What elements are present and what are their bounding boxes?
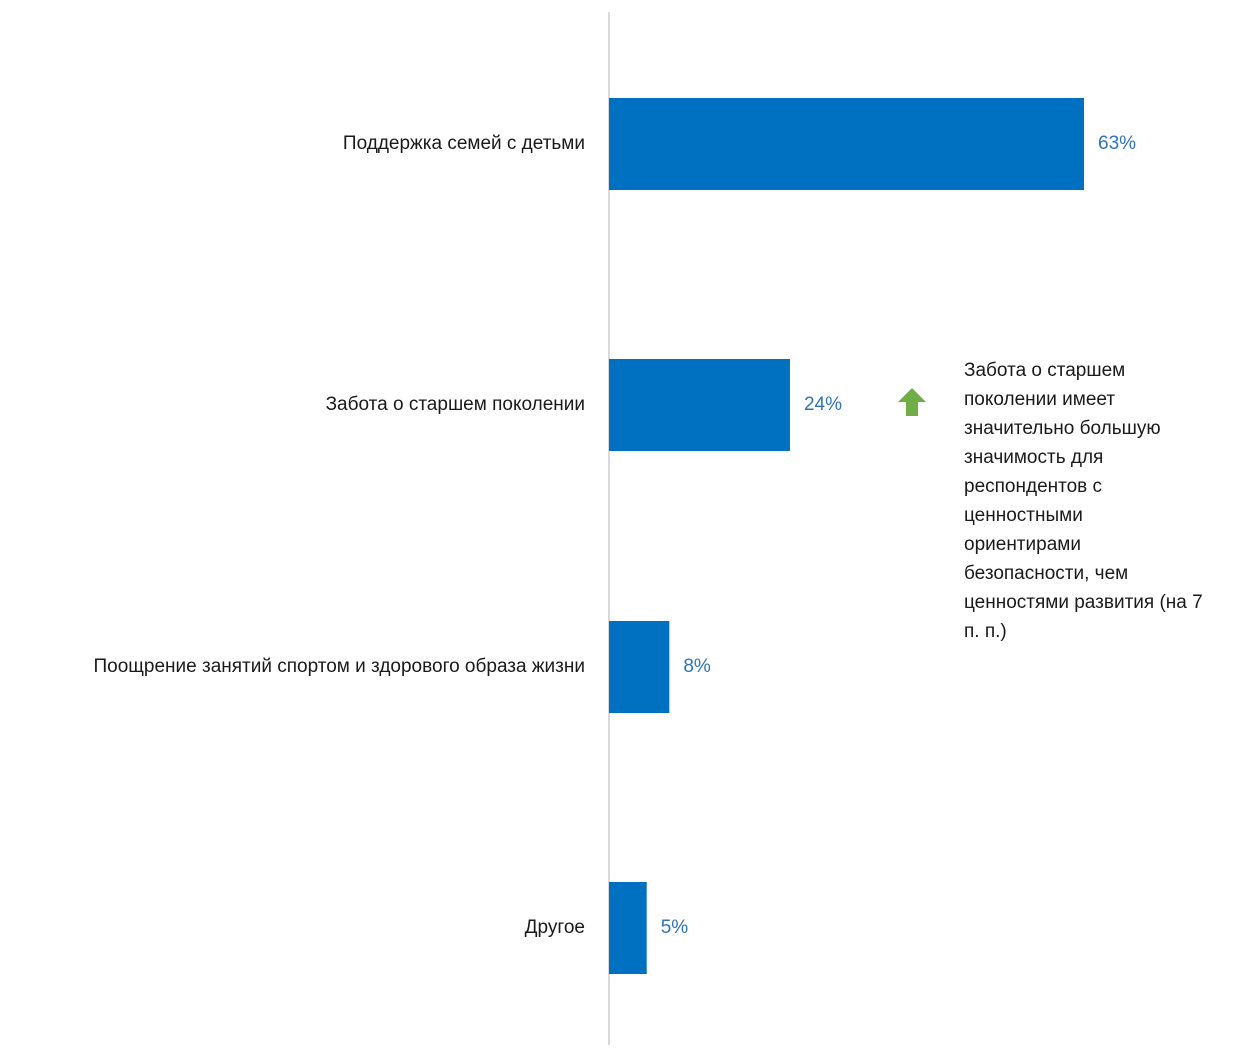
annotation-text: Забота о старшем поколении имеет значите… [964, 360, 1203, 642]
category-label-2: Забота о старшем поколении [326, 394, 585, 415]
bar-4 [609, 882, 647, 974]
bar-1 [609, 98, 1085, 190]
value-label-3: 8% [683, 656, 711, 677]
value-label-4: 5% [661, 917, 689, 938]
category-label-1: Поддержка семей с детьми [343, 133, 585, 154]
category-label-4: Другое [525, 917, 585, 938]
bar-2 [609, 359, 790, 451]
bar-3 [609, 621, 670, 713]
bars-layer [609, 98, 1085, 974]
annotation-arrow [898, 388, 926, 416]
value-label-1: 63% [1098, 133, 1136, 154]
arrow-up-icon [898, 388, 926, 416]
labels-layer: Поддержка семей с детьми 63% Забота о стар… [93, 133, 1136, 938]
category-label-3: Поощрение занятий спортом и здорового об… [93, 656, 585, 677]
value-label-2: 24% [804, 394, 842, 415]
